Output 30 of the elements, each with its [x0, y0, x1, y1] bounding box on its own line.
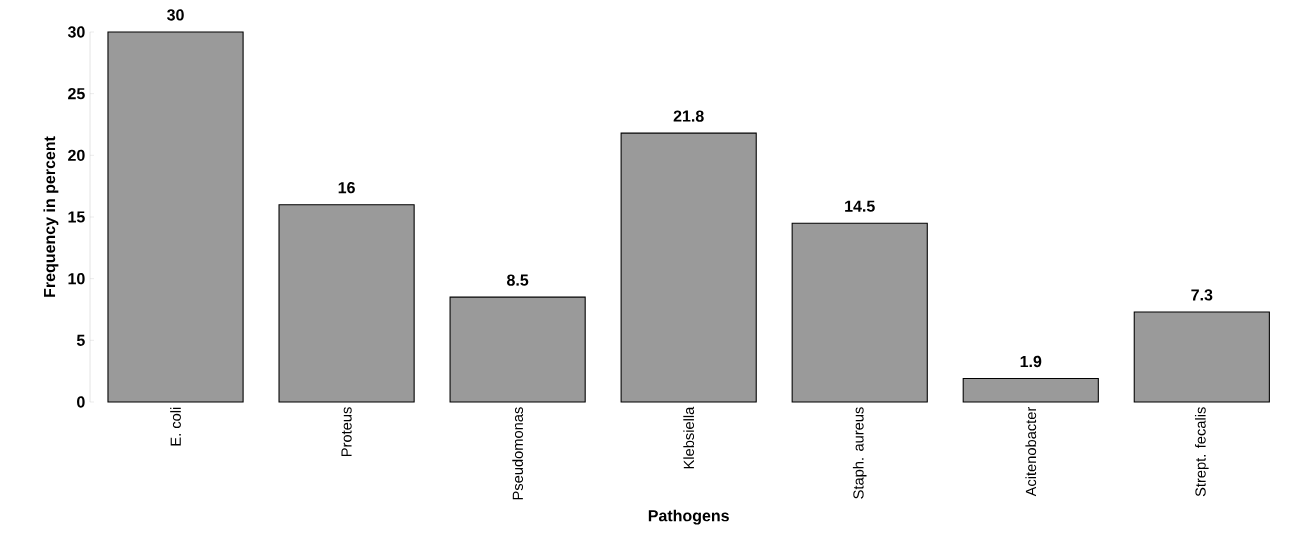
x-tick-label: Pseudomonas: [512, 407, 524, 500]
bar: [791, 222, 928, 403]
y-tick-label: 30: [67, 26, 85, 38]
data-label: 21.8: [673, 110, 704, 122]
x-tick-label: Proteus: [341, 407, 352, 457]
data-label: 1.9: [1020, 355, 1042, 368]
bar: [449, 296, 586, 403]
x-axis-title: Pathogens: [648, 509, 729, 525]
bar: [620, 132, 757, 403]
y-tick-label: 5: [76, 334, 85, 346]
data-label: 16: [338, 181, 355, 194]
x-tick-label: E. coli: [170, 407, 181, 446]
x-tick-label: Acitenobacter: [1025, 406, 1037, 497]
bar: [962, 378, 1099, 403]
bar: [278, 204, 415, 403]
y-tick-label: 20: [68, 149, 85, 161]
x-tick-label: Klebsiella: [683, 406, 695, 469]
y-tick-label: 10: [68, 273, 85, 285]
x-tick-label: Strept. fecalis: [1194, 407, 1209, 497]
bar: [107, 31, 244, 403]
data-label: 7.3: [1191, 289, 1213, 301]
y-tick-label: 15: [68, 211, 85, 223]
data-label: 8.5: [507, 274, 529, 286]
y-tick-label: 25: [68, 88, 85, 100]
y-tick-label: 0: [77, 396, 85, 408]
x-tick-label: Staph. aureus: [852, 407, 867, 499]
bar: [1133, 311, 1270, 403]
data-label: 30: [167, 9, 184, 21]
y-axis-title: Frequency in percent: [43, 136, 59, 297]
data-label: 14.5: [845, 200, 875, 212]
